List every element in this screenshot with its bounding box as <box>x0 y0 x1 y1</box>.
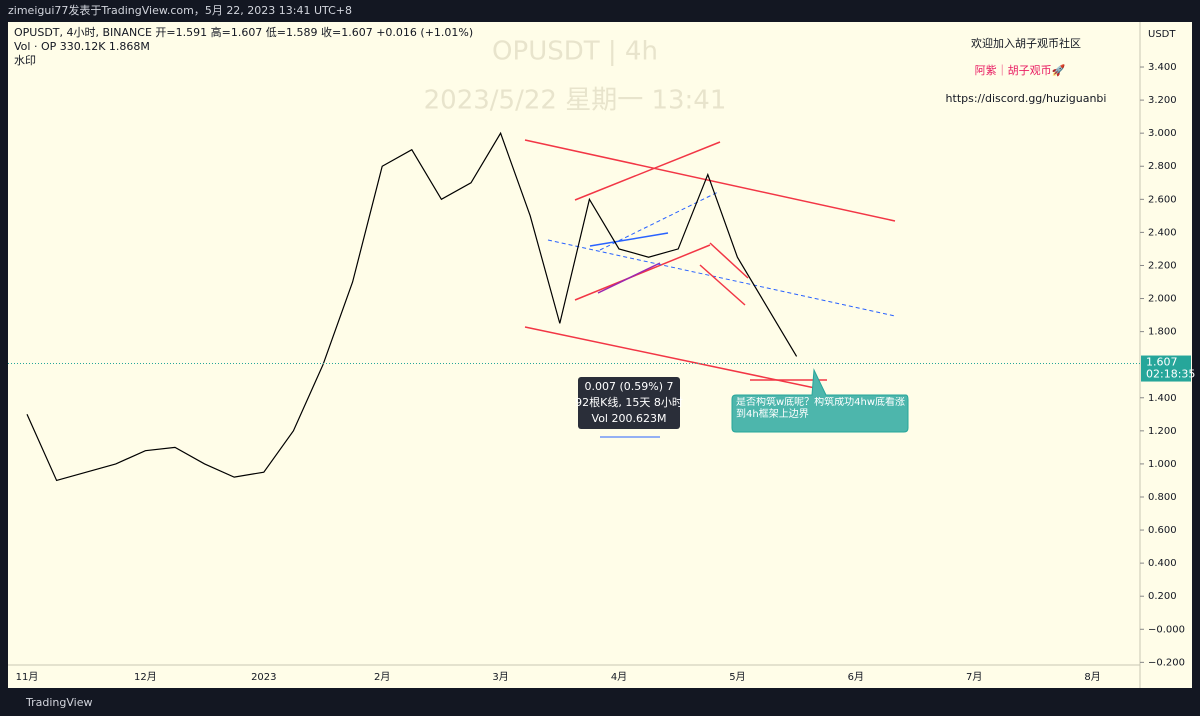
watermark: OPUSDT | 4h <box>492 37 658 67</box>
x-tick-label: 8月 <box>1084 671 1100 683</box>
y-tick-label: 1.200 <box>1148 426 1177 437</box>
last-price-tag <box>1141 355 1191 382</box>
callout-text: 是否构筑w底呢？构筑成功4hw底看涨到4h框架上边界 <box>736 397 906 420</box>
footer-bar <box>0 690 1200 716</box>
y-tick-label: 2.600 <box>1148 194 1177 205</box>
chart-background <box>8 22 1192 688</box>
measure-box <box>578 377 680 429</box>
y-tick-label: 2.400 <box>1148 227 1177 238</box>
y-tick-label: 0.200 <box>1148 591 1177 602</box>
y-tick-label: 2.200 <box>1148 260 1177 271</box>
y-tick-label: 1.000 <box>1148 459 1177 470</box>
y-tick-label: 0.400 <box>1148 558 1177 569</box>
y-tick-label: 1.400 <box>1148 393 1177 404</box>
footer-brand: TradingView <box>25 696 92 709</box>
x-tick-label: 2月 <box>374 671 390 683</box>
y-axis-label: USDT <box>1148 29 1176 40</box>
y-tick-label: −0.200 <box>1148 657 1185 668</box>
y-tick-label: 0.800 <box>1148 492 1177 503</box>
publisher: zimeigui77发表于TradingView.com，5月 22, 2023… <box>8 3 352 17</box>
legend-line: 水印 <box>14 54 36 67</box>
annotation: 阿紫｜胡子观币🚀 <box>975 63 1066 77</box>
countdown: 02:18:35 <box>1146 368 1195 381</box>
x-tick-label: 11月 <box>16 671 39 683</box>
y-tick-label: 3.400 <box>1148 62 1177 73</box>
x-tick-label: 12月 <box>134 671 157 683</box>
watermark: 2023/5/22 星期一 13:41 <box>424 86 727 116</box>
x-tick-label: 6月 <box>848 671 864 683</box>
callout: 是否构筑w底呢？构筑成功4hw底看涨到4h框架上边界 <box>736 397 906 420</box>
price-line <box>26 131 798 482</box>
measure-text: 92根K线, 15天 8小时 <box>575 395 683 409</box>
annotation: 欢迎加入胡子观币社区 <box>971 36 1081 50</box>
y-tick-label: 0.600 <box>1148 525 1177 536</box>
y-tick-label: 3.200 <box>1148 95 1177 106</box>
legend-line: Vol · OP 330.12K 1.868M <box>14 40 150 53</box>
legend-line: OPUSDT, 4小时, BINANCE 开=1.591 高=1.607 低=1… <box>14 25 473 39</box>
y-tick-label: 1.800 <box>1148 327 1177 338</box>
y-tick-label: 3.000 <box>1148 128 1177 139</box>
y-tick-label: 2.000 <box>1148 294 1177 305</box>
x-tick-label: 3月 <box>492 671 508 683</box>
x-tick-label: 2023 <box>251 672 276 683</box>
annotation: https://discord.gg/huziguanbi <box>946 92 1107 105</box>
y-tick-label: 2.800 <box>1148 161 1177 172</box>
measure-text: 0.007 (0.59%) 7 <box>584 380 673 393</box>
x-tick-label: 4月 <box>611 671 627 683</box>
callout-box <box>731 368 909 433</box>
x-tick-label: 5月 <box>729 671 745 683</box>
measure-text: Vol 200.623M <box>592 412 667 425</box>
last-price: 1.607 <box>1146 356 1178 369</box>
x-tick-label: 7月 <box>966 671 982 683</box>
y-tick-label: −0.000 <box>1148 624 1185 635</box>
